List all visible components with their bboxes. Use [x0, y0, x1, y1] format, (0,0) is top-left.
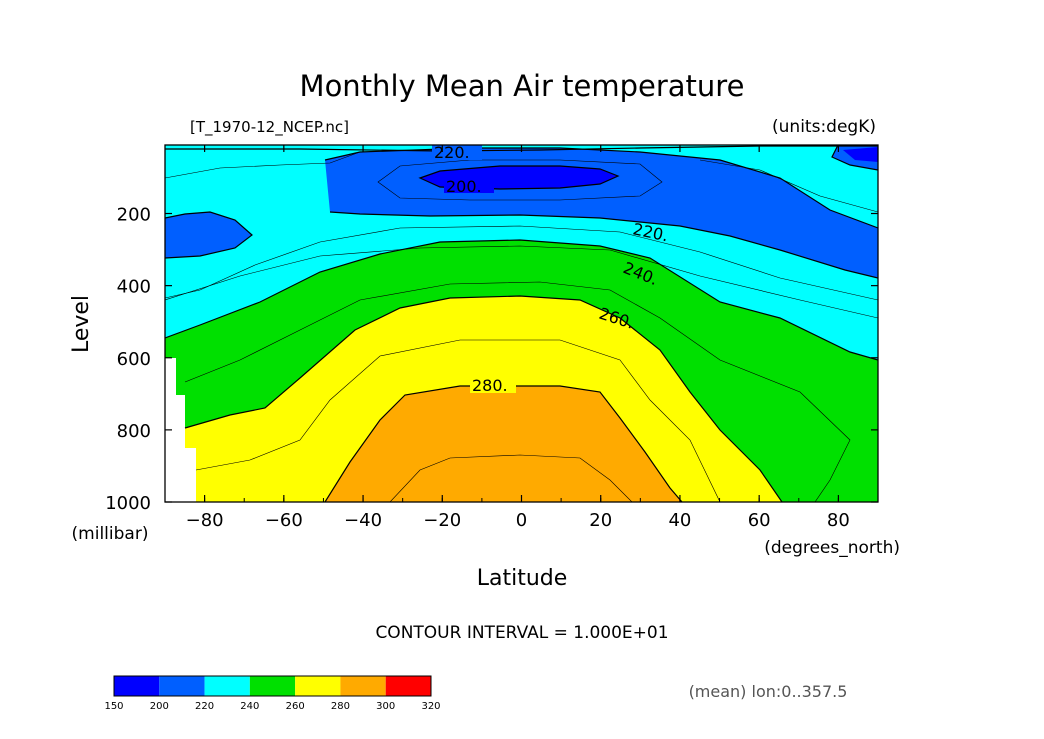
colorbar-tick-label: 200 — [150, 701, 169, 712]
y-tick-label: 1000 — [105, 493, 151, 514]
y-tick-label: 400 — [117, 277, 151, 298]
colorbar-swatch — [204, 676, 250, 696]
mean-note: (mean) lon:0..357.5 — [689, 682, 848, 701]
colorbar-tick-label: 300 — [376, 701, 395, 712]
contour-lines-minor — [165, 151, 878, 502]
y-tick-label: 600 — [117, 349, 151, 370]
contour-interval: CONTOUR INTERVAL = 1.000E+01 — [375, 623, 668, 643]
contour-lines — [165, 145, 878, 502]
y-tick-label: 800 — [117, 421, 151, 442]
x-tick-label: −60 — [265, 510, 303, 531]
colorbar-tick-label: 280 — [331, 701, 350, 712]
colorbar-tick-label: 150 — [104, 701, 123, 712]
fill-280-300 — [325, 386, 682, 502]
y-axis-label: Level — [69, 295, 94, 353]
x-axis-units: (degrees_north) — [764, 538, 900, 558]
chart-title: Monthly Mean Air temperature — [300, 69, 745, 103]
colorbar-tick-label: 260 — [286, 701, 305, 712]
plot-area: 220. 200. 220. 240. 260. 280. — [165, 143, 878, 502]
fill-200-220-sp — [165, 212, 252, 258]
colorbar-swatch — [385, 676, 431, 696]
file-label: [T_1970-12_NCEP.nc] — [190, 118, 349, 137]
colorbar-swatch — [340, 676, 386, 696]
contour-label: 280. — [472, 376, 508, 395]
x-tick-label: 0 — [516, 510, 527, 531]
x-axis: −80 −60 −40 −20 0 20 40 60 80 — [164, 145, 879, 531]
colorbar-swatch — [159, 676, 205, 696]
x-tick-label: 60 — [748, 510, 771, 531]
x-tick-label: 40 — [668, 510, 691, 531]
fill-below-200-np — [843, 147, 878, 162]
x-tick-label: −40 — [344, 510, 382, 531]
x-axis-label: Latitude — [477, 566, 568, 591]
units-label: (units:degK) — [772, 117, 876, 137]
missing-data — [165, 358, 196, 502]
y-tick-label: 200 — [117, 205, 151, 226]
colorbar-swatch — [295, 676, 341, 696]
contour-label: 200. — [446, 177, 482, 196]
x-tick-label: 20 — [589, 510, 612, 531]
colorbar-tick-label: 240 — [240, 701, 259, 712]
y-axis-units: (millibar) — [72, 524, 149, 544]
y-axis: 200 400 600 800 1000 — [105, 205, 878, 514]
colorbar-tick-label: 320 — [421, 701, 440, 712]
colorbar-swatch — [114, 676, 160, 696]
colorbar-frame — [113, 675, 432, 697]
colorbar-swatch — [249, 676, 296, 696]
colorbar-tick-label: 220 — [195, 701, 214, 712]
x-tick-label: 80 — [827, 510, 850, 531]
colorbar: 150 200 220 240 260 280 300 320 — [104, 675, 441, 712]
contour-label: 220. — [434, 143, 470, 162]
x-tick-label: −80 — [186, 510, 224, 531]
x-tick-label: −20 — [423, 510, 461, 531]
